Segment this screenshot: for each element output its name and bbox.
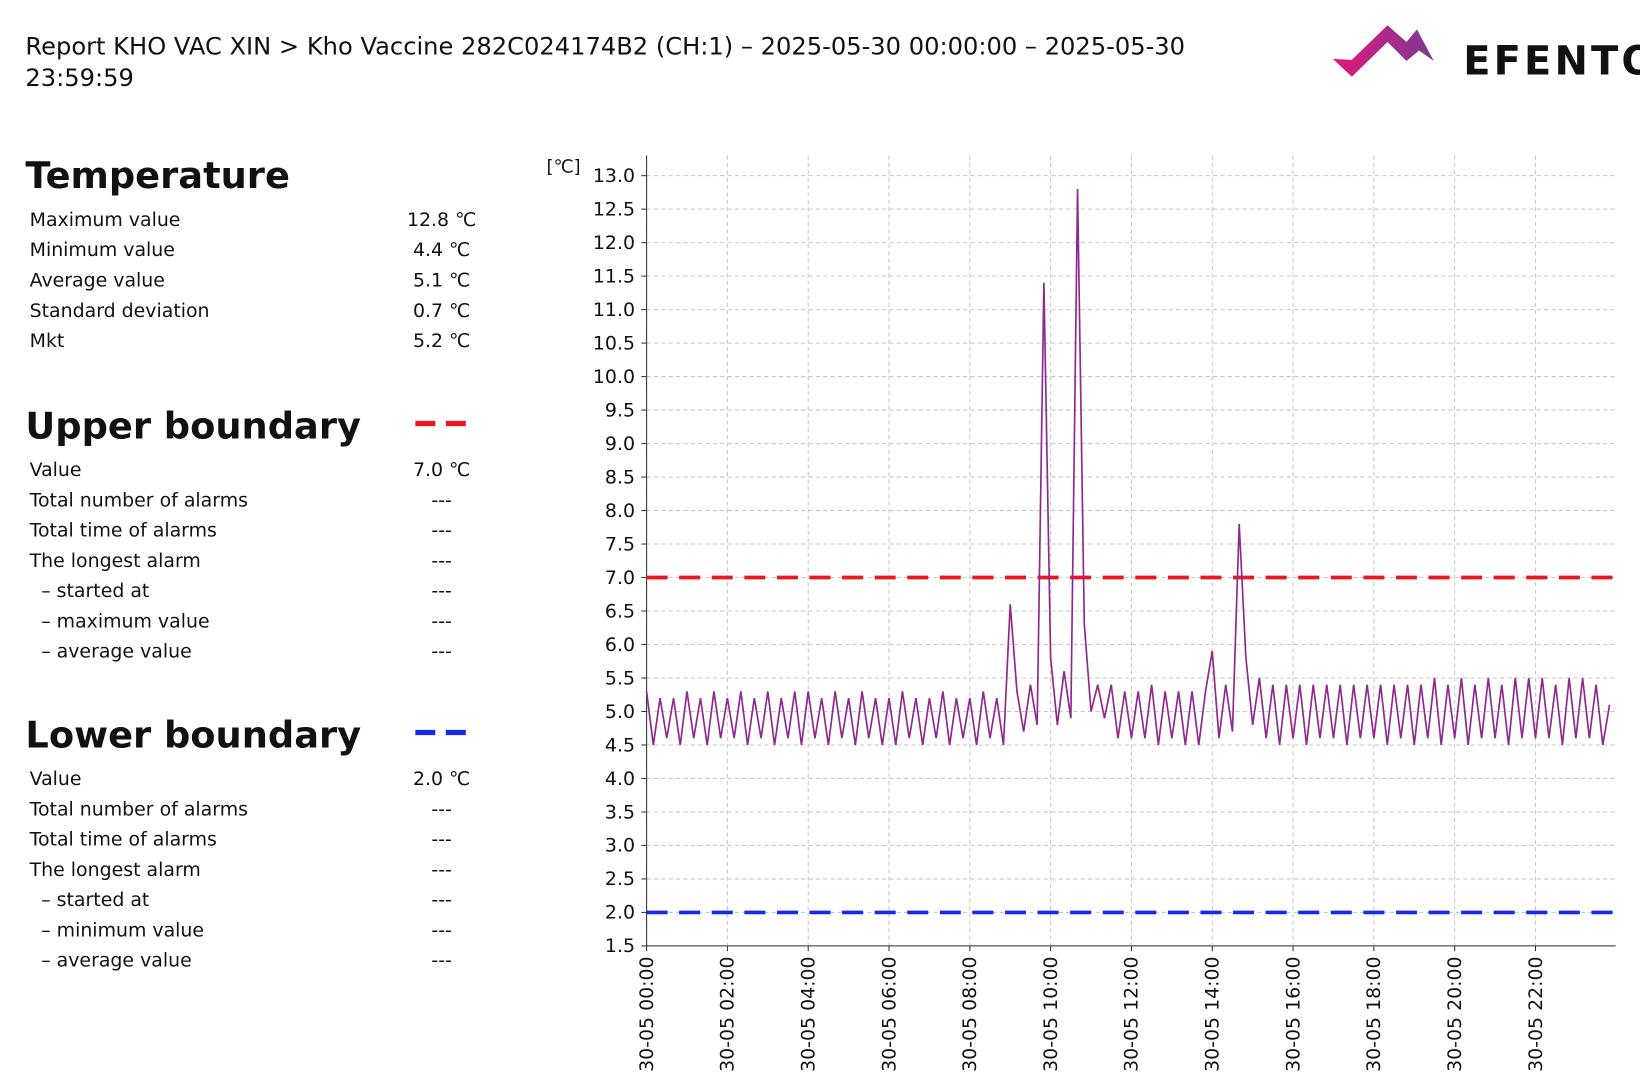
row-label: Total time of alarms	[29, 520, 217, 542]
y-tick-label: 8.5	[605, 466, 635, 488]
row-value: ---	[431, 641, 451, 663]
x-tick-label: 30-05 18:00	[1363, 956, 1385, 1071]
row-value: 12.8 ℃	[407, 209, 476, 231]
x-tick-label: 30-05 10:00	[1040, 956, 1062, 1071]
y-tick-label: 2.0	[605, 902, 635, 924]
row-value: 4.4 ℃	[413, 239, 470, 261]
row-value: ---	[431, 550, 451, 572]
row-value: ---	[431, 829, 451, 851]
report-title: Report KHO VAC XIN > Kho Vaccine 282C024…	[25, 33, 1185, 61]
y-tick-label: 8.0	[605, 500, 635, 522]
row-label: Average value	[30, 270, 165, 292]
x-tick-label: 30-05 14:00	[1202, 956, 1224, 1071]
y-tick-label: 3.5	[605, 801, 635, 823]
row-label: The longest alarm	[29, 550, 201, 572]
row-value: 7.0 ℃	[413, 459, 470, 481]
row-label: – started at	[41, 889, 149, 911]
row-value: ---	[431, 610, 451, 632]
row-label: Mkt	[30, 330, 65, 352]
y-tick-label: 1.5	[605, 935, 635, 957]
y-tick-label: 5.5	[605, 667, 635, 689]
row-value: 2.0 ℃	[413, 768, 470, 790]
row-label: – started at	[41, 580, 149, 602]
y-tick-label: 6.5	[605, 600, 635, 622]
y-tick-label: 13.0	[593, 165, 635, 187]
y-tick-label: 6.0	[605, 634, 635, 656]
row-value: ---	[431, 950, 451, 972]
x-tick-label: 30-05 04:00	[798, 956, 820, 1071]
y-tick-label: 11.5	[593, 265, 635, 287]
row-value: ---	[431, 520, 451, 542]
y-tick-label: 12.0	[593, 232, 635, 254]
row-value: 0.7 ℃	[413, 300, 470, 322]
y-tick-label: 7.5	[605, 533, 635, 555]
y-tick-label: 4.0	[605, 768, 635, 790]
x-tick-label: 30-05 22:00	[1525, 956, 1547, 1071]
x-tick-label: 30-05 20:00	[1444, 956, 1466, 1071]
row-label: – minimum value	[41, 919, 204, 941]
section-title: Upper boundary	[25, 404, 361, 447]
report-title: 23:59:59	[25, 64, 133, 92]
section-title: Temperature	[25, 154, 289, 197]
y-unit: [℃]	[547, 156, 581, 177]
y-tick-label: 5.0	[605, 701, 635, 723]
y-tick-label: 2.5	[605, 868, 635, 890]
x-tick-label: 30-05 02:00	[717, 956, 739, 1071]
row-label: Value	[30, 768, 82, 790]
temperature-line	[645, 189, 1611, 746]
row-value: ---	[431, 580, 451, 602]
x-tick-label: 30-05 06:00	[878, 956, 900, 1071]
y-tick-label: 10.5	[593, 332, 635, 354]
x-tick-label: 30-05 16:00	[1282, 956, 1304, 1071]
row-value: ---	[431, 919, 451, 941]
y-tick-label: 9.5	[605, 399, 635, 421]
row-value: 5.2 ℃	[413, 330, 470, 352]
row-value: ---	[431, 798, 451, 820]
y-tick-label: 7.0	[605, 567, 635, 589]
x-tick-label: 30-05 08:00	[959, 956, 981, 1071]
logo: EFENTO	[1463, 39, 1640, 85]
x-tick-label: 30-05 12:00	[1121, 956, 1143, 1071]
row-label: – average value	[41, 950, 192, 972]
row-label: Maximum value	[30, 209, 181, 231]
row-label: Total time of alarms	[29, 829, 217, 851]
y-tick-label: 10.0	[593, 366, 635, 388]
y-tick-label: 12.5	[593, 198, 635, 220]
row-label: Total number of alarms	[29, 798, 248, 820]
section-title: Lower boundary	[25, 713, 361, 756]
y-tick-label: 9.0	[605, 433, 635, 455]
y-tick-label: 4.5	[605, 734, 635, 756]
row-label: – average value	[41, 641, 192, 663]
row-label: Value	[30, 459, 82, 481]
x-tick-label: 30-05 00:00	[636, 956, 658, 1071]
row-value: ---	[431, 859, 451, 881]
row-value: ---	[431, 889, 451, 911]
logo-icon	[1332, 25, 1434, 77]
row-label: – maximum value	[41, 610, 209, 632]
y-tick-label: 11.0	[593, 299, 635, 321]
y-tick-label: 3.0	[605, 835, 635, 857]
row-label: Standard deviation	[30, 300, 210, 322]
row-value: ---	[431, 489, 451, 511]
row-label: Minimum value	[30, 239, 175, 261]
row-label: The longest alarm	[29, 859, 201, 881]
row-value: 5.1 ℃	[413, 270, 470, 292]
row-label: Total number of alarms	[29, 489, 248, 511]
